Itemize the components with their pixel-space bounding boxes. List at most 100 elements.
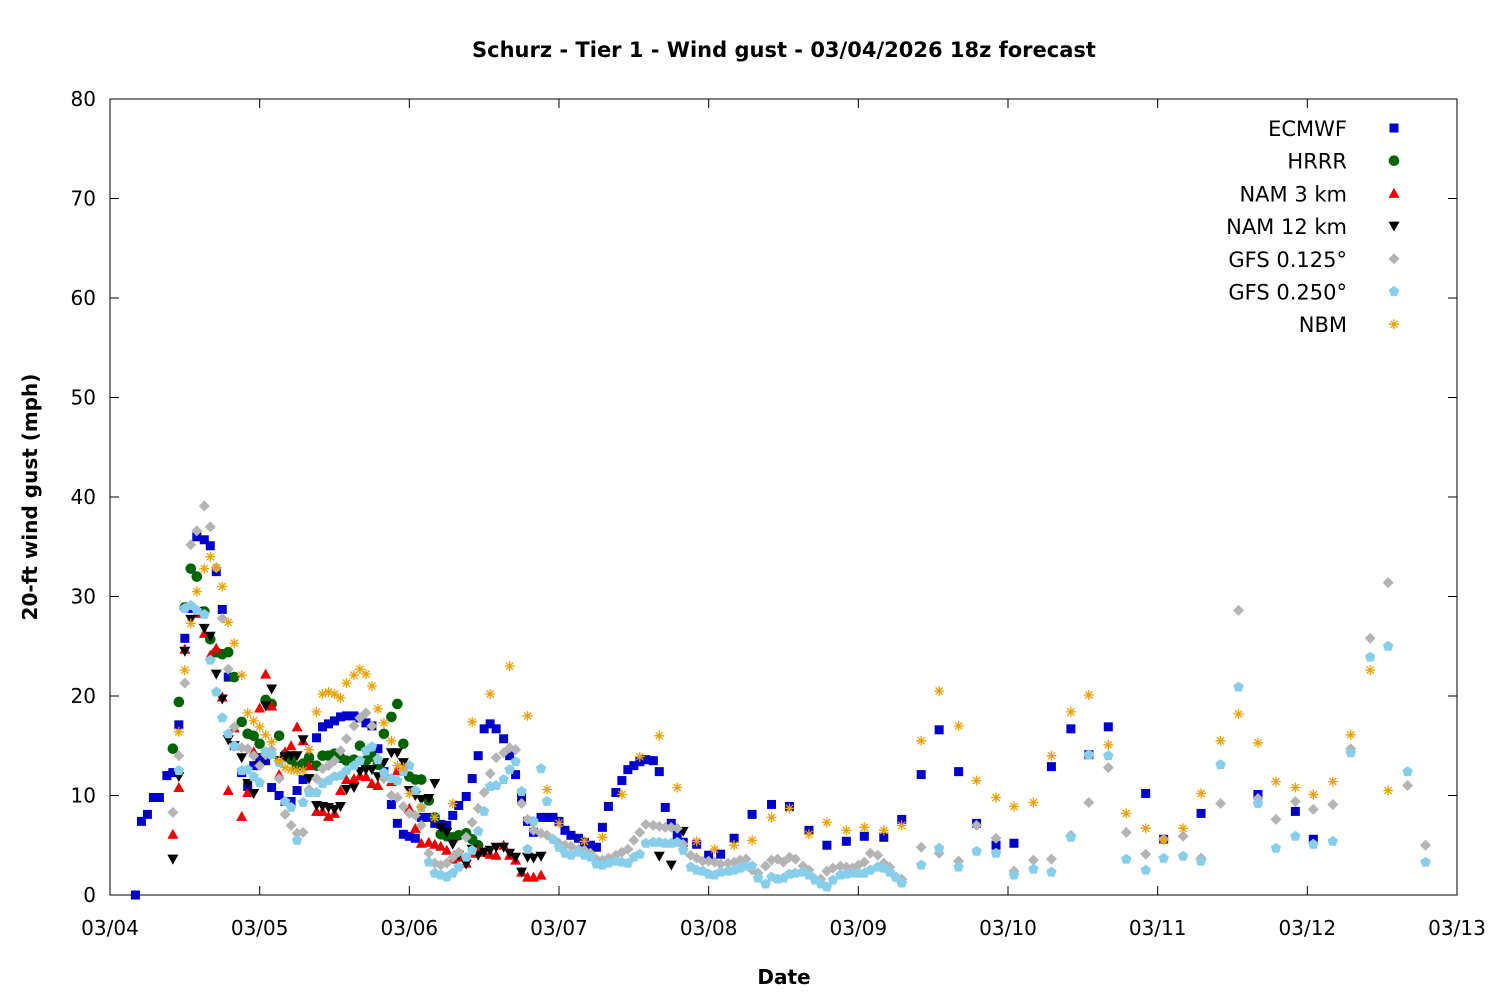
data-point <box>872 849 884 861</box>
data-point <box>1065 706 1076 717</box>
data-point <box>360 707 372 719</box>
data-point <box>490 752 502 764</box>
data-point <box>217 581 228 592</box>
data-point <box>916 859 927 870</box>
data-point <box>228 721 240 733</box>
data-point <box>303 787 315 797</box>
data-point <box>752 872 764 883</box>
data-point <box>1141 789 1151 799</box>
data-point <box>303 774 315 785</box>
x-axis: 03/04 03/05 03/06 03/07 03/08 03/09 03/10 03/11… <box>81 99 1486 940</box>
y-tick-label: 10 <box>71 784 96 808</box>
data-point <box>473 751 483 761</box>
legend-label: NBM <box>1299 313 1347 337</box>
data-point <box>260 668 272 679</box>
chart-title: Schurz - Tier 1 - Wind gust - 03/04/2026… <box>472 38 1096 62</box>
data-point <box>1252 798 1264 808</box>
data-point <box>478 805 490 816</box>
data-point <box>228 671 240 683</box>
data-point <box>1290 806 1300 816</box>
data-point <box>279 796 291 806</box>
data-point <box>335 693 346 703</box>
data-point <box>1195 855 1207 866</box>
data-point <box>1308 838 1319 849</box>
y-tick-label: 40 <box>71 485 96 509</box>
data-point <box>1028 797 1039 808</box>
data-point <box>934 725 944 735</box>
x-tick-label: 03/12 <box>1279 916 1337 940</box>
y-axis: 0 10 20 30 40 50 60 70 80 <box>71 87 1457 907</box>
data-point <box>254 777 265 787</box>
data-point <box>1307 803 1319 815</box>
data-point <box>1177 850 1189 861</box>
data-point <box>199 608 210 619</box>
data-point <box>266 736 277 747</box>
data-point <box>366 765 378 776</box>
data-point <box>248 789 260 800</box>
data-point <box>691 836 702 847</box>
data-point <box>617 776 627 786</box>
y-tick-label: 70 <box>71 187 96 211</box>
data-point <box>954 767 964 777</box>
data-point <box>378 717 389 728</box>
data-point <box>585 840 595 850</box>
data-point <box>360 771 372 782</box>
data-point <box>409 822 421 833</box>
data-point <box>340 733 352 745</box>
data-point <box>953 861 964 872</box>
data-point <box>273 730 285 742</box>
data-point <box>392 698 403 710</box>
legend-label: NAM 3 km <box>1239 182 1347 206</box>
data-point <box>398 738 409 750</box>
data-point <box>360 669 371 680</box>
data-point <box>1046 750 1057 761</box>
data-point <box>672 830 682 840</box>
data-point <box>672 782 683 793</box>
data-point <box>672 836 683 847</box>
data-point <box>366 741 378 752</box>
data-point <box>429 779 441 790</box>
data-point <box>318 722 328 732</box>
data-point <box>485 689 496 699</box>
data-series <box>130 500 1432 900</box>
data-point <box>821 881 833 892</box>
data-point <box>1233 681 1244 692</box>
data-point <box>460 831 472 843</box>
data-point <box>167 828 179 839</box>
data-point <box>386 711 397 723</box>
data-point <box>1215 759 1226 770</box>
data-point <box>597 822 607 832</box>
data-point <box>334 785 346 796</box>
data-point <box>286 764 297 775</box>
data-point <box>548 812 558 822</box>
data-point <box>490 842 502 853</box>
data-point <box>466 816 478 828</box>
data-point <box>274 791 284 800</box>
data-point <box>1327 776 1338 787</box>
data-point <box>484 768 496 780</box>
data-point <box>704 850 714 860</box>
data-point <box>1290 782 1301 793</box>
data-point <box>210 642 222 653</box>
data-point <box>330 716 339 726</box>
data-point <box>223 728 234 739</box>
data-point <box>915 841 927 853</box>
data-point <box>323 687 334 697</box>
data-point <box>341 678 352 689</box>
data-point <box>392 775 403 785</box>
data-point <box>341 711 351 721</box>
data-point <box>660 802 670 812</box>
data-point <box>1178 823 1189 834</box>
data-point <box>297 826 309 838</box>
data-point <box>747 809 757 819</box>
data-point <box>324 719 334 729</box>
data-point <box>622 843 634 855</box>
data-point <box>211 562 222 573</box>
data-point <box>378 728 390 740</box>
data-point <box>1008 869 1020 880</box>
data-point <box>191 571 203 582</box>
data-point <box>297 797 309 807</box>
data-point <box>205 551 216 562</box>
data-point <box>191 586 202 597</box>
